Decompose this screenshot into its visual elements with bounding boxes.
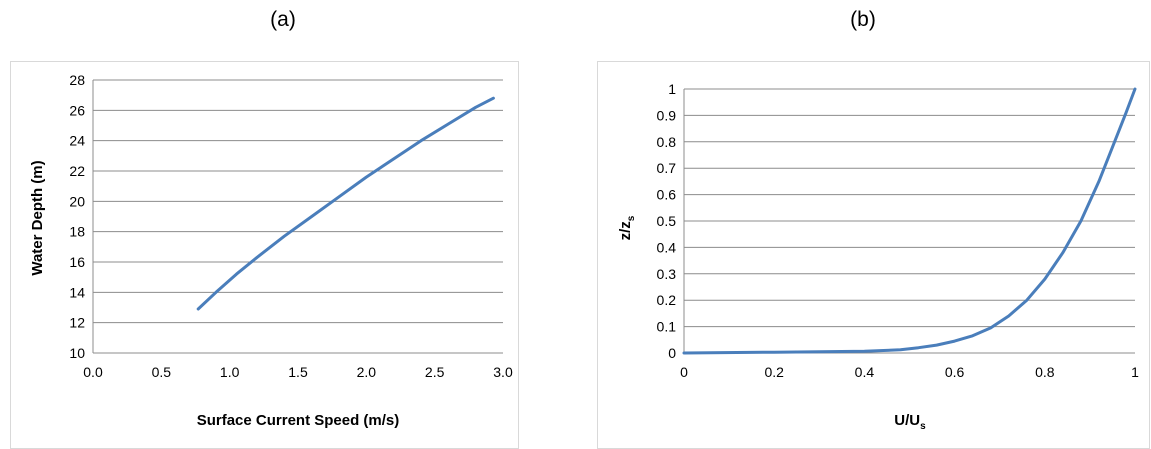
y-tick-label: 0.4 xyxy=(657,239,677,255)
chart-a-gridlines xyxy=(93,79,503,324)
y-tick-label: 0.1 xyxy=(657,319,677,335)
y-tick-label: 16 xyxy=(69,254,85,270)
y-tick-label: 0.6 xyxy=(657,187,677,203)
y-tick-label: 1 xyxy=(668,81,676,97)
x-tick-label: 0.0 xyxy=(83,364,103,380)
chart-b: 0 0.1 0.2 0.3 0.4 0.5 0.6 0.7 0.8 0.9 1 0 0.2 0.4 0.6… xyxy=(617,81,1139,432)
x-tick-label: 0.8 xyxy=(1035,364,1055,380)
x-tick-label: 0.4 xyxy=(855,364,875,380)
x-tick-label: 1 xyxy=(1131,364,1139,380)
y-tick-label: 0.7 xyxy=(657,160,677,176)
y-tick-label: 26 xyxy=(69,102,85,118)
y-tick-label: 24 xyxy=(69,133,85,149)
chart-a-frame xyxy=(10,61,519,449)
x-tick-label: 2.5 xyxy=(425,364,445,380)
chart-b-x-axis-title: U/Us xyxy=(894,412,926,432)
y-tick-label: 28 xyxy=(69,72,85,88)
x-tick-label: 0.5 xyxy=(152,364,172,380)
chart-b-frame xyxy=(597,61,1150,449)
chart-b-y-axis-title: z/zs xyxy=(617,215,637,240)
y-tick-label: 12 xyxy=(69,315,85,331)
chart-b-x-axis-title-main: U/U xyxy=(894,412,920,429)
x-tick-label: 3.0 xyxy=(493,364,513,380)
y-tick-label: 0.2 xyxy=(657,292,677,308)
x-tick-label: 0.6 xyxy=(945,364,965,380)
y-tick-label: 22 xyxy=(69,163,85,179)
chart-a-series-line xyxy=(196,96,495,311)
x-tick-label: 0 xyxy=(680,364,688,380)
chart-b-x-tick-labels: 0 0.2 0.4 0.6 0.8 1 xyxy=(680,364,1139,380)
chart-b-series-line xyxy=(682,87,1137,355)
chart-a: 10 12 14 16 18 20 22 24 26 28 0.0 0.5 1.0 1.5 2.0 2.5 3… xyxy=(29,72,513,429)
y-tick-label: 18 xyxy=(69,224,85,240)
x-tick-label: 2.0 xyxy=(357,364,377,380)
chart-a-x-tick-labels: 0.0 0.5 1.0 1.5 2.0 2.5 3.0 xyxy=(83,364,513,380)
y-tick-label: 0.3 xyxy=(657,266,677,282)
x-tick-label: 0.2 xyxy=(764,364,784,380)
chart-a-y-axis-title: Water Depth (m) xyxy=(29,160,46,275)
chart-b-gridlines xyxy=(684,88,1135,328)
y-tick-label: 0.8 xyxy=(657,134,677,150)
y-tick-label: 0.9 xyxy=(657,107,677,123)
panel-b-label: (b) xyxy=(850,8,876,31)
y-tick-label: 10 xyxy=(69,345,85,361)
x-tick-label: 1.0 xyxy=(220,364,240,380)
chart-a-y-tick-labels: 10 12 14 16 18 20 22 24 26 28 xyxy=(69,72,85,361)
chart-b-y-tick-labels: 0 0.1 0.2 0.3 0.4 0.5 0.6 0.7 0.8 0.9 1 xyxy=(657,81,677,361)
chart-a-x-axis-title: Surface Current Speed (m/s) xyxy=(197,412,400,429)
chart-a-axes xyxy=(92,80,503,354)
y-tick-label: 20 xyxy=(69,193,85,209)
x-tick-label: 1.5 xyxy=(288,364,308,380)
panel-a-label: (a) xyxy=(270,8,296,31)
chart-b-y-axis-title-sub: s xyxy=(626,215,637,221)
y-tick-label: 0 xyxy=(668,345,676,361)
y-tick-label: 0.5 xyxy=(657,213,677,229)
y-tick-label: 14 xyxy=(69,284,85,300)
chart-b-y-axis-title-main: z/z xyxy=(617,221,634,240)
chart-b-x-axis-title-sub: s xyxy=(920,421,926,432)
